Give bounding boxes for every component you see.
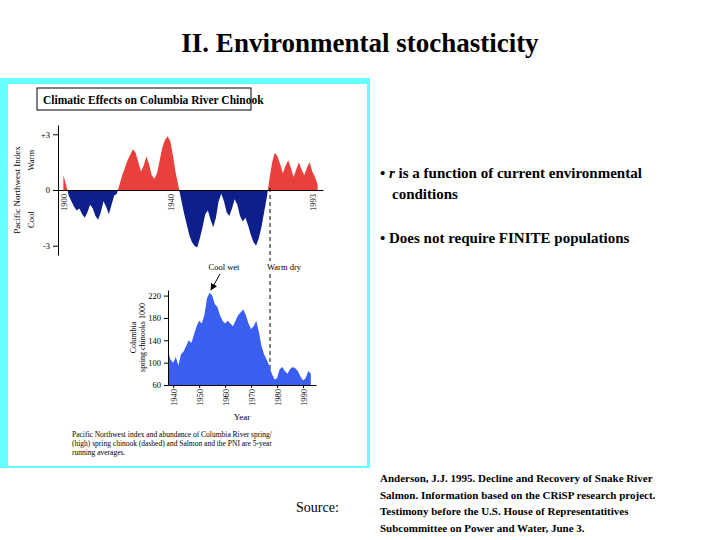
figure-area	[8, 84, 367, 466]
y-tick-mark	[53, 246, 58, 247]
y-tick-mark	[164, 385, 168, 386]
y-tick-label: -3	[43, 241, 50, 251]
y-tick-mark	[164, 296, 168, 297]
x-tick: 1990	[298, 385, 308, 406]
figure-panel	[0, 78, 370, 468]
annotation: Warm dry	[267, 262, 302, 272]
x-tick-mark	[251, 385, 252, 388]
cool-area	[63, 190, 317, 248]
bullet-line: • r is a function of current environment…	[380, 165, 642, 181]
y-tick: 60	[153, 380, 169, 390]
arrow-connector	[211, 274, 220, 290]
caption-line: Pacific Northwest index and abundance of…	[72, 430, 273, 439]
figure-title: Climatic Effects on Columbia River Chino…	[43, 94, 264, 106]
warm-area	[63, 136, 317, 190]
y-tick-label: 0	[46, 185, 50, 195]
dashed-connector	[270, 274, 271, 382]
y-tick-mark	[164, 340, 168, 341]
slide-title: II. Environmental stochasticity	[181, 28, 539, 58]
y-tick-label: 100	[148, 358, 161, 368]
x-tick-label: 1940	[169, 389, 179, 406]
y-tick: +3	[41, 130, 58, 140]
x-tick-label: 1950	[195, 389, 205, 406]
y-axis: 60 100 140 180 220	[148, 291, 168, 391]
y-tick-label: 220	[148, 291, 161, 301]
annotation: Warm	[26, 150, 36, 171]
plot-area	[63, 136, 317, 247]
x-axis-title: Year	[234, 412, 251, 422]
y-tick-label: 140	[148, 336, 161, 346]
x-tick: 1980	[273, 385, 283, 406]
plot-area	[168, 293, 311, 385]
annotation: Cool	[26, 211, 36, 228]
x-tick-label: 1980	[273, 389, 283, 406]
y-tick-mark	[53, 134, 58, 135]
x-tick-mark	[303, 385, 304, 388]
y-tick-mark	[53, 190, 58, 191]
x-tick-label: 1993	[308, 194, 318, 211]
citation-line: Salmon. Information based on the CRiSP r…	[380, 489, 656, 501]
y-tick-mark	[164, 363, 168, 364]
x-tick-mark	[225, 385, 226, 388]
y-axis: +3 0 -3	[41, 126, 59, 256]
x-tick: 1960	[221, 385, 231, 406]
x-tick-label: 1900	[59, 194, 69, 211]
citation-line: Subcommittee on Power and Water, June 3.	[380, 522, 585, 534]
x-tick: 1970	[247, 385, 257, 406]
y-tick-mark	[164, 318, 168, 319]
bullet-text: • Does not require FINITE populations	[380, 230, 629, 246]
annotation: Cool wet	[209, 262, 241, 272]
x-tick-label: 1940	[166, 194, 176, 211]
y-tick: 180	[148, 313, 168, 323]
source-label: Source:	[296, 500, 339, 515]
bullet-line: conditions	[392, 186, 458, 202]
citation-line: Anderson, J.J. 1995. Decline and Recover…	[380, 472, 653, 484]
abundance-area	[168, 293, 311, 385]
y-tick: -3	[43, 241, 58, 251]
x-tick-label: 1990	[298, 389, 308, 406]
slide: II. Environmental stochasticity Climatic …	[0, 0, 720, 540]
bullet-text: •	[380, 165, 389, 181]
x-tick-mark	[199, 385, 200, 388]
x-axis-line	[59, 190, 324, 191]
y-tick: 140	[148, 336, 168, 346]
bullet-line: • Does not require FINITE populations	[380, 230, 629, 246]
x-tick-label: 1970	[247, 389, 257, 406]
y-tick-label: 180	[148, 313, 161, 323]
dashed-connector	[270, 188, 271, 261]
x-axis: 1900 1940 1993	[59, 190, 324, 211]
caption-line: (high) spring chinook (dashed) and Salmo…	[72, 439, 272, 448]
cool-group	[63, 190, 317, 248]
y-tick: 220	[148, 291, 168, 301]
x-tick: 1950	[195, 385, 205, 406]
x-tick-mark	[277, 385, 278, 388]
y-tick: 100	[148, 358, 168, 368]
y-tick-label: +3	[41, 130, 50, 140]
background	[0, 0, 720, 540]
bullet-text: is a function of current environmental	[395, 165, 642, 181]
x-tick-mark	[173, 385, 174, 388]
caption-line: running averages.	[72, 448, 125, 457]
x-tick-label: 1960	[221, 389, 231, 406]
x-axis-line	[169, 385, 317, 386]
x-tick: 1993	[308, 190, 318, 211]
x-tick: 1940	[169, 385, 179, 406]
x-axis: 1940 1950 1960 1970 1980 1990	[169, 385, 317, 406]
x-tick: 1900	[59, 190, 69, 211]
warm-group	[63, 136, 317, 190]
x-tick: 1940	[166, 190, 176, 211]
citation-line: Testimony before the U.S. House of Repre…	[380, 505, 629, 517]
bullet-text: conditions	[392, 186, 458, 202]
y-axis-title: Pacific Northwest Index	[12, 146, 22, 234]
y-tick-label: 60	[153, 380, 162, 390]
y-axis-title: spring chinooks 1000	[138, 303, 147, 372]
y-tick: 0	[46, 185, 58, 195]
y-axis-title: Columbia	[129, 321, 138, 353]
y-axis-line	[168, 291, 169, 386]
